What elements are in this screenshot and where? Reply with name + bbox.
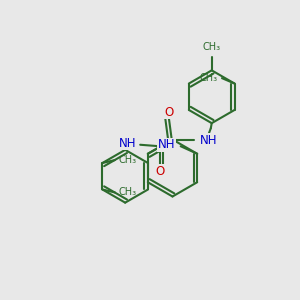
Text: NH: NH bbox=[158, 138, 175, 151]
Text: CH₃: CH₃ bbox=[203, 42, 221, 52]
Text: CH₃: CH₃ bbox=[200, 73, 217, 83]
Text: NH: NH bbox=[200, 134, 218, 147]
Text: O: O bbox=[164, 106, 173, 119]
Text: CH₃: CH₃ bbox=[118, 188, 136, 197]
Text: CH₃: CH₃ bbox=[118, 155, 136, 165]
Text: O: O bbox=[155, 165, 164, 178]
Text: NH: NH bbox=[119, 137, 136, 150]
